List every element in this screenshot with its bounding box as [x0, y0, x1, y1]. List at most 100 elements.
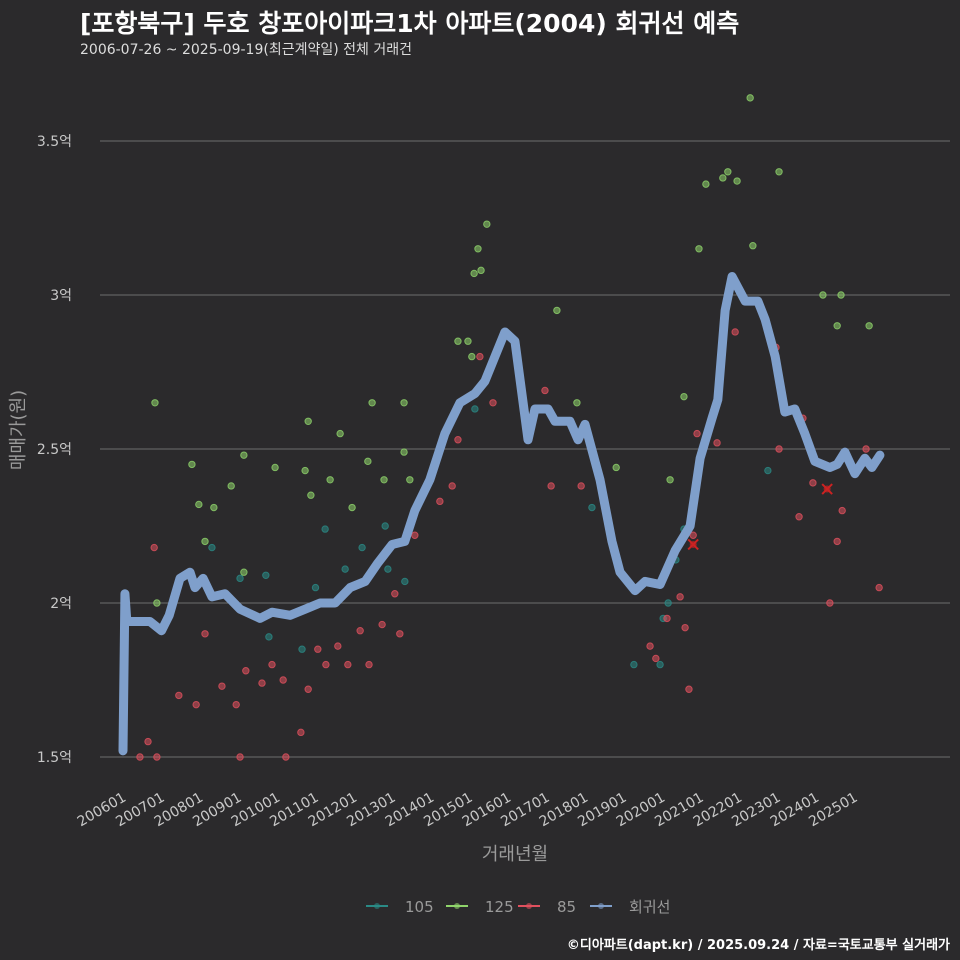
data-point-125	[695, 245, 703, 253]
legend-label-125: 125	[485, 898, 514, 916]
data-point-105	[311, 583, 320, 592]
data-point-125	[151, 399, 159, 407]
data-point-105	[265, 633, 273, 641]
data-point-85	[334, 642, 342, 650]
data-point-85	[144, 737, 152, 746]
data-point-85	[153, 753, 161, 761]
data-point-105	[321, 525, 329, 533]
data-point-85	[279, 676, 287, 684]
data-point-85	[775, 445, 783, 453]
data-point-85	[838, 506, 846, 515]
data-point-85	[663, 614, 671, 623]
y-tick-label: 2억	[50, 596, 72, 612]
data-point-85	[809, 479, 817, 487]
data-point-85	[304, 685, 312, 693]
data-point-85	[344, 660, 352, 669]
data-point-105	[630, 660, 638, 669]
data-point-125	[666, 476, 674, 484]
data-point-85	[685, 685, 693, 693]
data-point-125	[749, 242, 757, 250]
data-point-85	[192, 700, 200, 709]
y-tick-label: 3억	[50, 288, 72, 304]
data-point-85	[356, 627, 364, 635]
data-point-85	[411, 531, 419, 539]
data-point-85	[436, 497, 444, 506]
data-point-125	[326, 476, 334, 484]
source-credit: ©디아파트(dapt.kr) / 2025.09.24 / 자료=국토교통부 실…	[566, 938, 950, 953]
data-point-85	[541, 386, 549, 395]
data-point-85	[681, 623, 689, 632]
data-point-125	[702, 180, 710, 188]
data-point-125	[271, 463, 279, 472]
legend-dot-85	[526, 903, 532, 909]
data-point-125	[464, 337, 472, 345]
data-point-105	[588, 503, 596, 512]
data-point-125	[304, 417, 312, 425]
data-point-125	[227, 482, 235, 490]
data-point-105	[358, 543, 366, 552]
y-axis-label: 매매가(원)	[8, 390, 29, 470]
data-point-85	[218, 682, 226, 690]
data-point-125	[380, 476, 388, 484]
data-point-85	[795, 513, 803, 521]
y-tick-label: 3.5억	[37, 134, 72, 150]
x-axis-label: 거래년월	[482, 844, 548, 865]
data-point-85	[577, 482, 585, 490]
data-point-105	[262, 571, 270, 579]
data-point-105	[664, 599, 672, 607]
data-point-85	[268, 660, 276, 669]
data-point-85	[232, 700, 240, 709]
data-point-125	[368, 399, 376, 407]
data-point-85	[150, 543, 158, 552]
data-point-125	[153, 599, 161, 607]
data-point-85	[322, 660, 330, 669]
data-point-125	[301, 466, 309, 475]
y-tick-label: 1.5억	[37, 750, 72, 766]
data-point-105	[471, 405, 479, 413]
data-point-125	[195, 500, 203, 509]
data-point-85	[646, 642, 654, 650]
legend-label-85: 85	[557, 898, 576, 916]
data-point-85	[236, 753, 244, 761]
data-point-85	[242, 667, 250, 675]
data-point-85	[297, 728, 305, 737]
data-point-85	[314, 645, 322, 653]
data-point-125	[719, 174, 727, 182]
data-point-85	[689, 531, 697, 539]
data-point-125	[400, 399, 408, 407]
data-point-125	[724, 168, 732, 176]
data-point-125	[470, 269, 478, 278]
y-tick-label: 2.5억	[37, 442, 72, 458]
data-point-85	[489, 399, 497, 407]
legend-label-105: 105	[405, 898, 434, 916]
data-point-125	[364, 457, 372, 466]
data-point-125	[612, 463, 620, 472]
data-point-125	[336, 429, 344, 438]
legend-label-회귀선: 회귀선	[629, 898, 670, 916]
data-point-125	[468, 352, 476, 361]
data-point-85	[136, 753, 144, 761]
data-point-85	[833, 537, 841, 546]
data-point-85	[454, 436, 462, 444]
data-point-105	[341, 565, 349, 573]
data-point-125	[573, 399, 581, 407]
data-point-85	[875, 583, 883, 592]
data-point-125	[210, 503, 218, 512]
legend-dot-회귀선	[598, 903, 604, 909]
data-point-85	[826, 599, 834, 607]
data-point-105	[298, 645, 306, 653]
data-point-125	[483, 220, 491, 228]
data-point-125	[474, 245, 482, 253]
data-point-125	[201, 537, 209, 546]
data-point-105	[208, 543, 216, 552]
data-point-125	[553, 306, 561, 315]
data-point-125	[240, 451, 248, 459]
data-point-125	[307, 491, 315, 499]
data-point-125	[865, 322, 873, 330]
data-point-85	[448, 482, 456, 490]
data-point-85	[652, 654, 660, 663]
data-point-85	[378, 620, 386, 629]
legend-dot-125	[454, 903, 460, 909]
data-point-85	[201, 630, 209, 638]
